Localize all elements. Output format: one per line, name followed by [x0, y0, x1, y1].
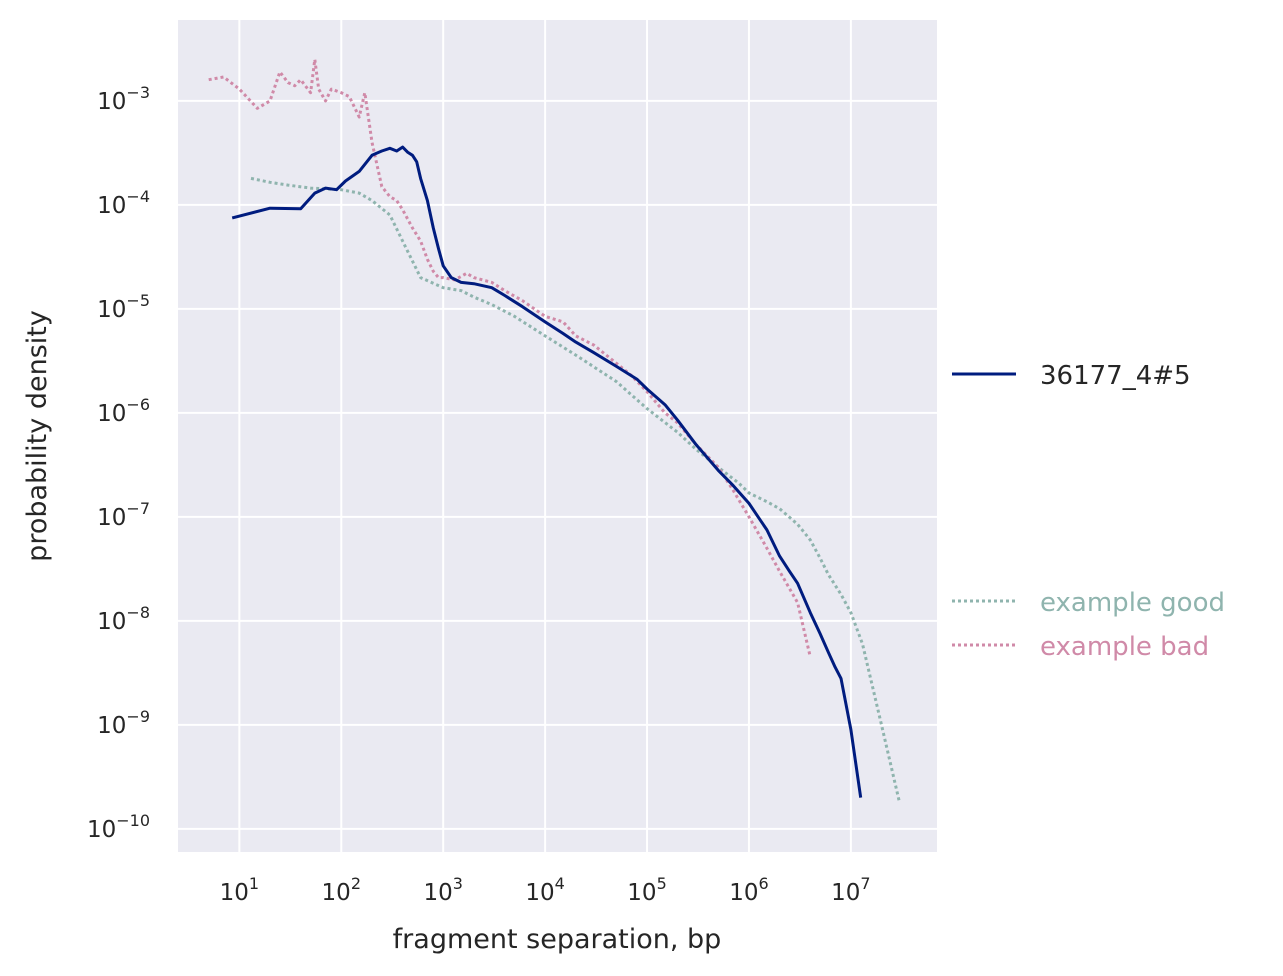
legend-label-36177: 36177_4#5 — [1040, 361, 1191, 391]
x-tick-label: 104 — [525, 874, 564, 906]
legend-examples: example good example bad — [952, 588, 1225, 662]
y-tick-label: 10−4 — [97, 187, 150, 219]
y-tick-label: 10−3 — [97, 83, 150, 115]
y-tick-label: 10−9 — [97, 707, 150, 739]
x-axis-label: fragment separation, bp — [393, 924, 722, 955]
y-tick-label: 10−6 — [97, 395, 150, 427]
y-axis-label: probability density — [22, 310, 53, 562]
x-ticks: 101 102 103 104 105 106 107 — [220, 874, 871, 906]
y-tick-label: 10−5 — [97, 291, 150, 323]
y-tick-label: 10−7 — [97, 499, 150, 531]
x-tick-label: 107 — [831, 874, 870, 906]
series-layer — [208, 58, 901, 803]
series-line-example-bad — [208, 58, 812, 658]
x-tick-label: 106 — [729, 874, 768, 906]
y-tick-label: 10−10 — [87, 811, 150, 843]
y-ticks: 10−3 10−4 10−5 10−6 10−7 10−8 10−9 10−10 — [87, 83, 150, 843]
legend-label-bad: example bad — [1040, 632, 1209, 662]
grid — [178, 20, 937, 852]
y-tick-label: 10−8 — [97, 603, 150, 635]
x-tick-label: 103 — [423, 874, 462, 906]
plot-background — [178, 20, 937, 852]
x-tick-label: 102 — [322, 874, 361, 906]
series-line-36177-4-5 — [231, 145, 863, 798]
x-tick-label: 105 — [627, 874, 666, 906]
series-line-example-good — [250, 176, 901, 803]
legend-main: 36177_4#5 — [952, 361, 1191, 391]
x-tick-label: 101 — [220, 874, 259, 906]
legend-label-good: example good — [1040, 588, 1225, 618]
